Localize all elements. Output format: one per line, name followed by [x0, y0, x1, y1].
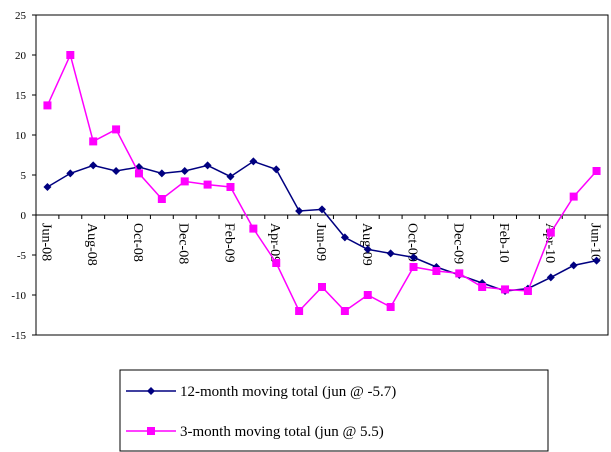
point	[455, 269, 464, 278]
point	[295, 207, 304, 215]
point	[318, 283, 326, 291]
x-tick-label: Jun-10	[588, 223, 603, 261]
point	[501, 285, 510, 294]
y-tick-label: -5	[17, 250, 27, 262]
x-tick-label: Aug-09	[359, 223, 374, 266]
point	[340, 233, 349, 242]
point	[523, 287, 532, 295]
x-tick-label: Dec-08	[176, 223, 191, 264]
point	[249, 224, 258, 233]
point	[295, 307, 304, 315]
x-tick-label: Feb-09	[221, 223, 236, 263]
point	[43, 183, 52, 191]
point	[203, 161, 212, 170]
point	[386, 249, 395, 258]
point	[226, 183, 235, 191]
y-tick-label: -15	[11, 330, 26, 342]
point	[409, 263, 418, 271]
y-tick-label: 5	[21, 170, 27, 182]
y-tick-label: 10	[15, 130, 27, 142]
point	[66, 51, 75, 59]
point	[203, 180, 212, 189]
point	[363, 291, 372, 299]
x-tick-label: Oct-09	[405, 223, 420, 262]
legend-marker	[147, 387, 155, 395]
point	[180, 177, 189, 186]
point	[112, 125, 121, 134]
point	[318, 205, 326, 214]
series-line	[46, 52, 598, 313]
point	[340, 307, 349, 315]
point	[546, 228, 555, 237]
point	[249, 157, 258, 166]
x-tick-label: Apr-09	[267, 223, 282, 263]
legend-label: 3-month moving total (jun @ 5.5)	[180, 424, 384, 440]
point	[134, 169, 143, 178]
x-tick-label: Dec-09	[450, 223, 465, 264]
point	[272, 259, 281, 267]
y-tick-label: 25	[15, 10, 27, 22]
y-tick-label: 15	[15, 90, 27, 102]
x-tick-label: Feb-10	[496, 223, 511, 263]
point	[478, 283, 487, 291]
point	[112, 167, 121, 175]
point	[66, 169, 75, 178]
point	[89, 161, 98, 170]
legend-label: 12-month moving total (jun @ -5.7)	[180, 384, 396, 400]
y-tick-label: 0	[21, 210, 27, 222]
point	[226, 172, 235, 181]
point	[272, 165, 281, 174]
x-tick-label: Oct-08	[130, 223, 145, 262]
point	[546, 273, 555, 282]
x-tick-label: Jun-08	[38, 223, 53, 261]
point	[409, 253, 418, 262]
point	[157, 169, 166, 178]
point	[363, 245, 372, 254]
legend-box	[119, 369, 549, 452]
legend-marker	[147, 427, 155, 435]
x-tick-label: Jun-09	[313, 223, 328, 261]
y-tick-label: -10	[11, 290, 26, 302]
point	[157, 195, 166, 203]
y-tick-label: 20	[15, 50, 27, 62]
point	[180, 167, 189, 175]
point	[43, 101, 52, 110]
point	[569, 192, 578, 201]
point	[569, 261, 578, 270]
x-tick-label: Aug-08	[84, 223, 99, 266]
point	[89, 137, 98, 146]
point	[592, 256, 601, 265]
point	[386, 303, 395, 311]
point	[592, 167, 601, 175]
point	[432, 267, 441, 275]
